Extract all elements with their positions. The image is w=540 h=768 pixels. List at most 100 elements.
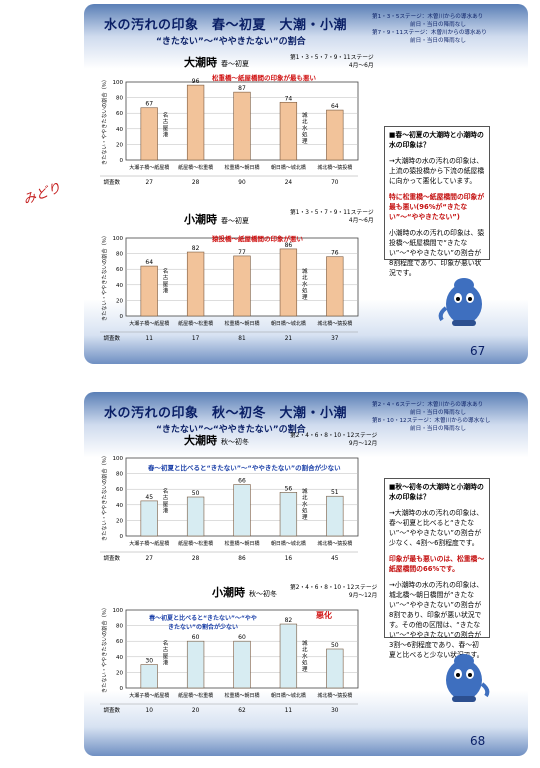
count-value: 86 <box>238 556 246 562</box>
note-line: 第1・3・5ステージ：木曽川からの導水あり <box>372 14 484 20</box>
boundary-char: 名 <box>163 111 169 119</box>
y-tick-label: 60 <box>116 111 123 117</box>
y-tick-label: 40 <box>116 127 123 133</box>
boundary-char: 処 <box>302 507 308 515</box>
bar <box>233 484 251 537</box>
x-tick-label: 松重橋～朝日橋 <box>224 540 259 547</box>
y-tick-label: 0 <box>120 314 124 320</box>
y-tick-label: 80 <box>116 96 123 102</box>
bar <box>326 109 344 161</box>
summary-paragraph: →小潮時の水の汚れの印象は、城北橋～朝日橋間が“きたない”～“ややきたない”の割… <box>389 581 484 659</box>
summary-body: →大潮時の水の汚れの印象は、春～初夏と比べると“きたない”～“ややきたない”の割… <box>389 508 485 660</box>
note-line: 前日・当日の降雨なし <box>410 38 466 44</box>
count-value: 27 <box>146 180 154 186</box>
bar <box>140 107 158 161</box>
page-note: 第2・4・6ステージ：木曽川からの導水あり 前日・当日の降雨なし 第8・10・1… <box>372 401 490 433</box>
boundary-char: 古 <box>163 494 169 502</box>
y-tick-label: 40 <box>116 283 123 289</box>
page-title: 水の汚れの印象 春～初夏 大潮・小潮 <box>104 18 348 33</box>
x-tick-label: 紙屋橋～松重橋 <box>178 320 213 327</box>
note-line: 第7・9・11ステージ：木曽川からの導水あり <box>372 30 487 36</box>
summary-paragraph: →大潮時の水の汚れの印象は、上流の猿投橋から下流の紙屋橋に向かって悪化しています… <box>389 157 485 185</box>
data-label: 74 <box>285 95 293 102</box>
boundary-char: 理 <box>302 666 308 673</box>
y-tick-label: 0 <box>120 158 124 164</box>
data-label: 60 <box>238 634 246 641</box>
count-label: 調査数 <box>103 554 120 562</box>
boundary-char: 理 <box>302 294 308 301</box>
x-tick-label: 松重橋～朝日橋 <box>224 320 259 327</box>
y-tick-label: 100 <box>113 236 124 242</box>
section-title-koshio: 小潮時 秋～初冬 <box>212 586 277 599</box>
bar <box>326 256 344 317</box>
count-value: 70 <box>331 180 339 186</box>
bar <box>279 248 298 317</box>
summary-body: →大潮時の水の汚れの印象は、上流の猿投橋から下流の紙屋橋に向かって悪化しています… <box>389 156 485 278</box>
bar <box>279 101 298 161</box>
data-label: 56 <box>285 485 293 492</box>
bar <box>326 648 344 689</box>
count-value: 16 <box>285 556 293 562</box>
y-tick-label: 100 <box>113 80 124 86</box>
y-tick-label: 60 <box>116 639 123 645</box>
count-value: 11 <box>146 336 154 342</box>
y-tick-label: 60 <box>116 487 123 493</box>
bar <box>186 84 205 161</box>
y-tick-label: 80 <box>116 252 123 258</box>
summary-box: ■秋～初冬の大潮時と小潮時の水の印象は？ →大潮時の水の汚れの印象は、春～初夏と… <box>384 478 490 659</box>
bar-chart: 0 20 40 60 80 100 きたない・ややきたないの割合（％） 45 大瀬子橋～紙屋橋 2… <box>100 453 359 562</box>
data-label: 96 <box>192 78 200 85</box>
summary-heading: ■春～初夏の大潮時と小潮時の水の印象は？ <box>389 131 484 149</box>
y-tick-label: 40 <box>116 503 123 509</box>
chart-annotation: 松重橋～紙屋橋間の印象が最も悪い <box>212 74 316 82</box>
section-title-ooshio: 大潮時 春～初夏 <box>184 56 249 69</box>
boundary-char: 処 <box>302 659 308 667</box>
boundary-char: 古 <box>163 274 169 282</box>
x-tick-label: 城北橋～猿投橋 <box>317 164 352 171</box>
page-note: 第1・3・5ステージ：木曽川からの導水あり 前日・当日の降雨なし 第7・9・11… <box>372 13 487 45</box>
x-tick-label: 紙屋橋～松重橋 <box>178 692 213 699</box>
boundary-char: 水 <box>302 280 308 288</box>
bar-chart: 0 20 40 60 80 100 きたない・ややきたないの割合（％） 67 大瀬子橋～紙屋橋 2… <box>100 77 359 186</box>
boundary-char: 北 <box>302 494 308 502</box>
data-label: 60 <box>192 634 200 641</box>
bar <box>140 664 158 689</box>
data-label: 30 <box>145 658 153 665</box>
chart-annotation: 猿投橋～紙屋橋間の印象が悪い <box>212 235 303 243</box>
x-tick-label: 大瀬子橋～紙屋橋 <box>129 320 169 327</box>
boundary-char: 北 <box>302 118 308 126</box>
summary-paragraph: 特に松重橋～紙屋橋間の印象が最も悪い(96%が“きたない”～“ややきたない”) <box>389 193 485 221</box>
boundary-char: 水 <box>302 500 308 508</box>
page-title: 水の汚れの印象 秋～初冬 大潮・小潮 <box>104 406 348 421</box>
page-number: 67 <box>470 344 486 358</box>
page-subtitle: “きたない”～“ややきたない”の割合 <box>156 37 306 47</box>
y-tick-label: 100 <box>113 456 124 462</box>
mascot-illustration <box>446 654 490 702</box>
data-label: 82 <box>285 617 293 624</box>
boundary-char: 名 <box>163 639 169 647</box>
x-tick-label: 朝日橋～城北橋 <box>271 692 306 699</box>
boundary-char: 北 <box>302 646 308 654</box>
x-tick-label: 紙屋橋～松重橋 <box>178 164 213 171</box>
count-value: 81 <box>238 336 246 342</box>
y-tick-label: 60 <box>116 267 123 273</box>
section-title-ooshio: 大潮時 秋～初冬 <box>184 434 249 447</box>
bar <box>186 251 205 317</box>
count-value: 11 <box>285 708 293 714</box>
boundary-char: 理 <box>302 514 308 521</box>
count-value: 62 <box>238 708 246 714</box>
section-meta: 第2・4・6・8・10・12ステージ 9月～12月 <box>290 585 378 599</box>
boundary-char: 港 <box>163 507 169 515</box>
boundary-char: 城 <box>302 268 308 275</box>
mascot-illustration <box>438 278 482 326</box>
y-tick-label: 40 <box>116 655 123 661</box>
count-value: 28 <box>192 556 200 562</box>
count-value: 24 <box>285 180 293 186</box>
count-label: 調査数 <box>103 334 120 342</box>
count-value: 17 <box>192 336 200 342</box>
section-meta: 第1・3・5・7・9・11ステージ 4月～6月 <box>290 210 374 224</box>
